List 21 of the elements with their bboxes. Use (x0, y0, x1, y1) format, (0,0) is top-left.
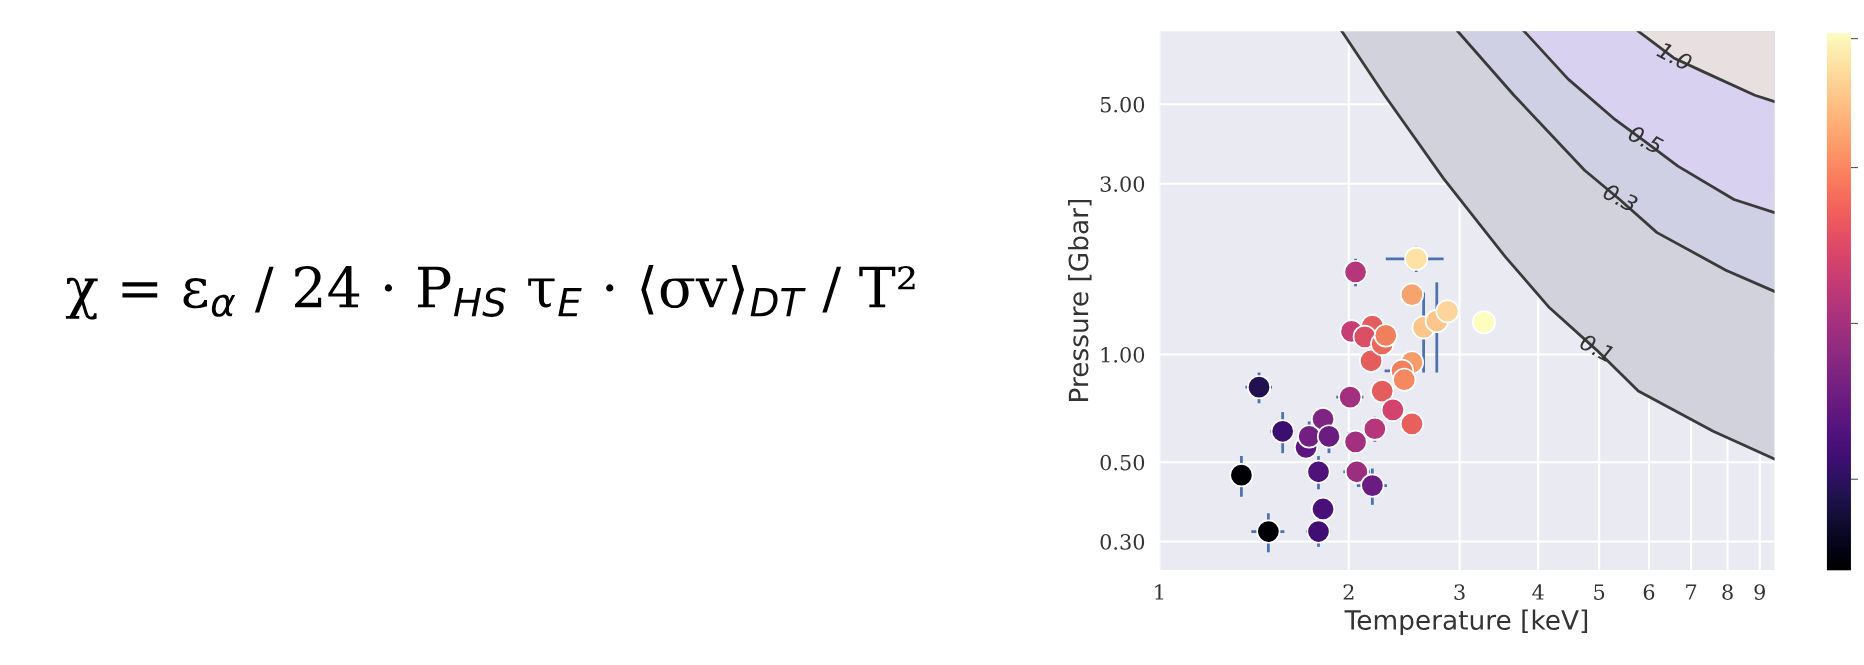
x-tick-label: 9 (1754, 584, 1765, 600)
y-tick-label: 1.00 (1101, 346, 1145, 363)
y-tick-label: 0.50 (1100, 454, 1145, 471)
y-tick-label: 3.00 (1100, 176, 1145, 192)
text: χ = ε$_{α}$ / 24 · P$_{HS}$ τ$_{E}$ · ⟨σv⟩$_{DT}$ / T² (65, 265, 915, 320)
x-tick-label: 2 (1343, 584, 1354, 600)
x-tick-label: 4 (1532, 584, 1544, 600)
x-tick-label: 6 (1643, 584, 1655, 600)
x-tick-label: 7 (1686, 584, 1697, 600)
annotation: 0.5 (1627, 124, 1665, 155)
annotation: 1.0 (1656, 40, 1694, 72)
x-tick-label: 8 (1722, 584, 1733, 600)
y-tick-label: 0.30 (1100, 534, 1145, 550)
annotation: 0.1 (1578, 332, 1614, 363)
y-tick-label: 5.00 (1100, 96, 1145, 113)
annotation: 0.3 (1602, 182, 1639, 213)
x-axis-title: Temperature [keV] (1344, 609, 1588, 636)
x-tick-label: 5 (1594, 584, 1605, 600)
x-tick-label: 3 (1454, 584, 1465, 600)
x-tick-label: 1 (1155, 584, 1164, 600)
y-axis-title: Pressure [Gbar] (1068, 199, 1092, 401)
